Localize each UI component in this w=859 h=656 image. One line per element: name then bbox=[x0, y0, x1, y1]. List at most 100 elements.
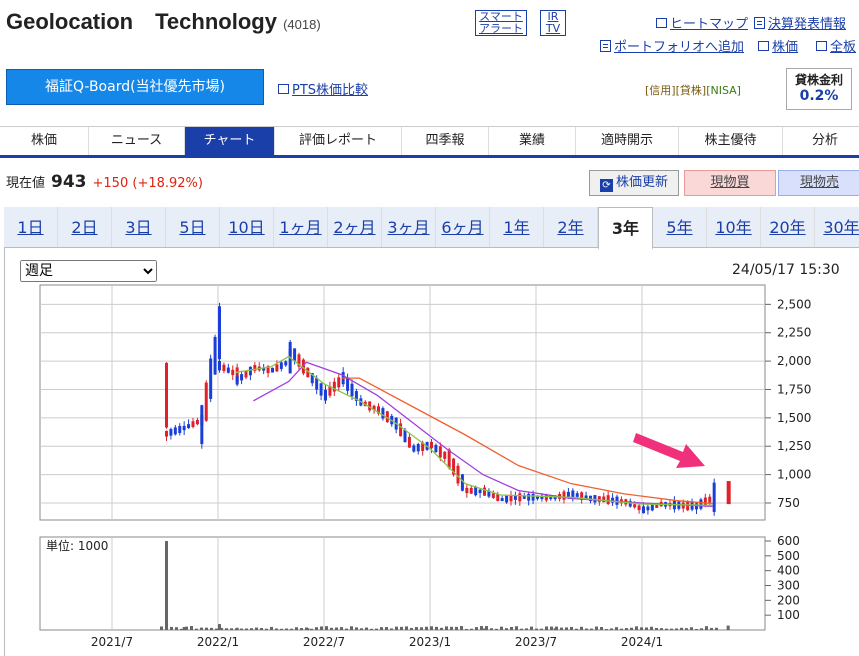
portfolio-add-link[interactable]: ポートフォリオへ追加 bbox=[600, 36, 744, 55]
range-tab-9[interactable]: 6ヶ月 bbox=[436, 207, 490, 247]
candle-body bbox=[434, 444, 438, 453]
volume-bar bbox=[380, 627, 383, 630]
candle-body bbox=[293, 348, 297, 361]
candle-body bbox=[597, 496, 601, 502]
range-tab-8[interactable]: 3ヶ月 bbox=[382, 207, 436, 247]
volume-bar bbox=[195, 628, 198, 630]
candle-body bbox=[580, 492, 584, 501]
portfolio-link-label: ポートフォリオへ追加 bbox=[614, 40, 745, 55]
volume-bar bbox=[545, 626, 548, 630]
volume-bar bbox=[405, 626, 408, 630]
range-tab-5[interactable]: 10日 bbox=[220, 207, 274, 247]
range-tab-13[interactable]: 5年 bbox=[653, 207, 707, 247]
lending-rate-box[interactable]: 貸株金利 0.2% bbox=[786, 68, 852, 110]
volume-bar bbox=[655, 627, 658, 630]
volume-bar bbox=[425, 626, 428, 630]
candle-body bbox=[571, 490, 575, 498]
candle-body bbox=[500, 498, 504, 502]
candle-body bbox=[297, 354, 301, 367]
volume-bar bbox=[445, 626, 448, 630]
refresh-price-button[interactable]: ⟳ 株価更新 bbox=[589, 170, 679, 196]
volume-bar bbox=[240, 628, 243, 630]
range-tab-6[interactable]: 1ヶ月 bbox=[274, 207, 328, 247]
candle-body bbox=[633, 504, 637, 508]
buy-cash-button[interactable]: 現物買 bbox=[684, 170, 776, 196]
volume-bar bbox=[685, 628, 688, 630]
heatmap-link[interactable]: ヒートマップ bbox=[656, 13, 748, 32]
tab-analysis[interactable]: 分析 bbox=[811, 133, 838, 148]
candle-body bbox=[226, 367, 230, 373]
pts-compare-link[interactable]: PTS株価比較 bbox=[278, 79, 368, 98]
range-tab-1[interactable]: 1日 bbox=[4, 207, 58, 247]
volume-bar bbox=[625, 628, 628, 630]
range-tab-12[interactable]: 3年 bbox=[598, 207, 653, 250]
volume-bar bbox=[475, 627, 478, 630]
company-title: Geolocation Technology (4018) bbox=[6, 4, 321, 36]
volume-bar bbox=[215, 628, 218, 630]
candle-body bbox=[240, 374, 244, 381]
tab-news[interactable]: ニュース bbox=[89, 127, 185, 155]
candle-body bbox=[315, 377, 319, 390]
tab-disclosure[interactable]: 適時開示 bbox=[576, 127, 679, 155]
range-tab-15[interactable]: 20年 bbox=[761, 207, 815, 247]
range-tab-10[interactable]: 1年 bbox=[490, 207, 544, 247]
range-tab-11[interactable]: 2年 bbox=[544, 207, 598, 247]
tab-shareholder-benefit[interactable]: 株主優待 bbox=[679, 127, 783, 155]
heatmap-link-label: ヒートマップ bbox=[670, 17, 749, 32]
volume-bar bbox=[435, 626, 438, 630]
candle-body bbox=[191, 421, 195, 427]
tab-stock-price[interactable]: 株価 bbox=[0, 127, 89, 155]
volume-bar bbox=[290, 628, 293, 630]
volume-bar bbox=[575, 628, 578, 630]
range-tab-4[interactable]: 5日 bbox=[166, 207, 220, 247]
y-tick-label: 1,750 bbox=[777, 382, 811, 396]
market-button[interactable]: 福証Q-Board(当社優先市場) bbox=[6, 69, 264, 105]
ir-line: IR bbox=[547, 10, 559, 23]
range-tab-7[interactable]: 2ヶ月 bbox=[328, 207, 382, 247]
tab-performance[interactable]: 業績 bbox=[489, 127, 576, 155]
volume-bar bbox=[715, 627, 718, 630]
price-plot-frame bbox=[39, 284, 766, 521]
range-tab-3[interactable]: 3日 bbox=[112, 207, 166, 247]
candle-body bbox=[235, 376, 239, 385]
volume-bar bbox=[335, 627, 338, 630]
full-board-link[interactable]: 全板 bbox=[816, 36, 856, 55]
candle-body bbox=[615, 496, 619, 505]
volume-bar bbox=[515, 626, 518, 630]
candle-body bbox=[416, 443, 420, 452]
period-select[interactable]: 週足 bbox=[20, 260, 157, 282]
volume-bar bbox=[415, 627, 418, 630]
range-tab-16[interactable]: 30年 bbox=[815, 207, 859, 247]
sell-cash-button[interactable]: 現物売 bbox=[778, 170, 859, 196]
volume-bar bbox=[640, 627, 643, 630]
ma-mid-line bbox=[253, 361, 713, 508]
lending-rate-title: 貸株金利 bbox=[794, 73, 843, 87]
smart-alert-button[interactable]: スマート アラート bbox=[475, 10, 527, 36]
candle-body bbox=[602, 496, 606, 503]
volume-bar bbox=[160, 626, 163, 630]
range-tab-14[interactable]: 10年 bbox=[707, 207, 761, 247]
candle-body bbox=[310, 373, 314, 384]
candle-body bbox=[562, 491, 566, 500]
earnings-link[interactable]: 決算発表情報 bbox=[754, 13, 846, 32]
candle-body bbox=[403, 429, 407, 443]
candle-body bbox=[438, 446, 442, 458]
ir-tv-button[interactable]: IR TV bbox=[540, 10, 566, 36]
tab-chart[interactable]: チャート bbox=[185, 127, 275, 155]
candle-body bbox=[536, 495, 539, 499]
range-tabs: 1日 2日 3日 5日 10日 1ヶ月 2ヶ月 3ヶ月 6ヶ月 1年 2年 3年 5年 10年 20年 30年 bbox=[4, 207, 859, 250]
range-tab-2[interactable]: 2日 bbox=[58, 207, 112, 247]
volume-bar bbox=[690, 627, 693, 630]
tab-shikiho[interactable]: 四季報 bbox=[402, 127, 489, 155]
candle-body bbox=[218, 306, 221, 360]
tab-rating-report[interactable]: 評価レポート bbox=[275, 127, 402, 155]
candle-body bbox=[487, 490, 491, 497]
candle-body bbox=[279, 362, 283, 369]
volume-bar bbox=[395, 626, 398, 630]
candle-body bbox=[690, 502, 694, 510]
volume-bar bbox=[190, 626, 193, 630]
volume-bar bbox=[470, 628, 473, 630]
stock-price-link[interactable]: 株価 bbox=[758, 36, 798, 55]
x-tick-label: 2022/7 bbox=[303, 635, 345, 649]
